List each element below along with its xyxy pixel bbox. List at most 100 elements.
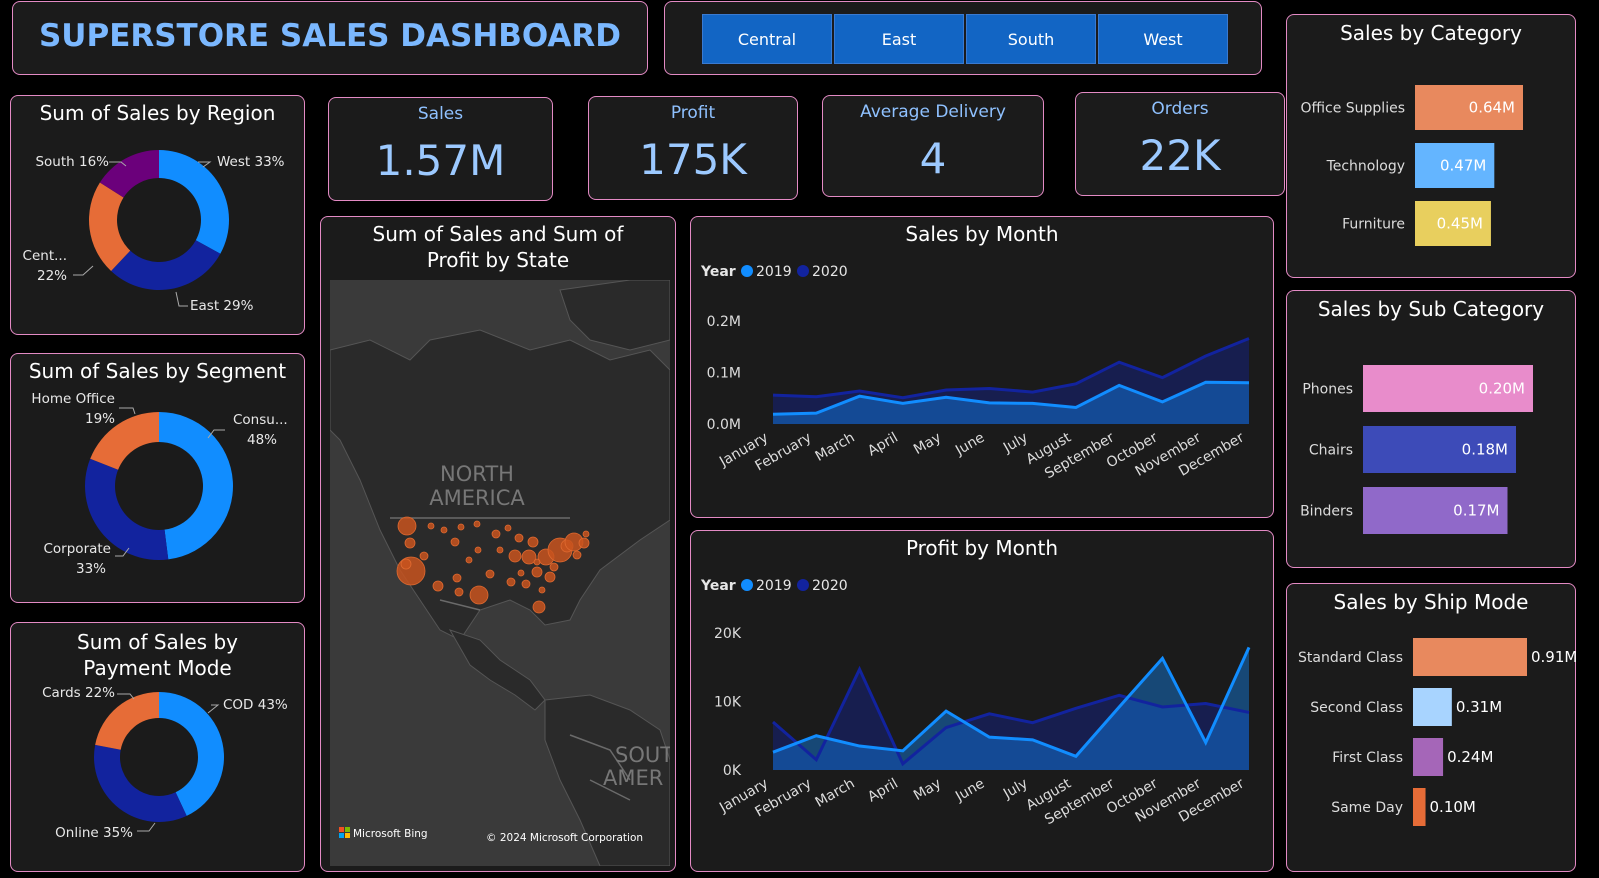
- state-bubble[interactable]: [432, 580, 444, 592]
- kpi-card-profit: Profit 175K: [588, 96, 798, 200]
- state-bubble[interactable]: [473, 520, 481, 528]
- state-bubble[interactable]: [533, 558, 541, 566]
- bar-category-label: Furniture: [1342, 217, 1405, 233]
- kpi-value: 1.57M: [375, 136, 506, 185]
- donut-slice[interactable]: [94, 744, 187, 822]
- bar[interactable]: [1413, 638, 1527, 676]
- state-bubble[interactable]: [531, 566, 543, 578]
- y-tick-label: 0.0M: [707, 417, 741, 433]
- series-line[interactable]: [772, 665, 1250, 767]
- donut-slice[interactable]: [159, 692, 225, 816]
- bar[interactable]: [1413, 738, 1444, 776]
- sales-by-ship-mode-chart[interactable]: Standard Class 0.91M Second Class 0.31M Firs…: [1287, 624, 1577, 869]
- bar[interactable]: [1363, 365, 1533, 412]
- donut-slice[interactable]: [90, 412, 159, 470]
- state-bubble[interactable]: [491, 529, 501, 539]
- profit-by-month-chart[interactable]: Year 2019 20200K10K20KJanuaryFebruaryMarch…: [691, 565, 1275, 869]
- state-bubble[interactable]: [454, 587, 464, 597]
- bar[interactable]: [1413, 688, 1452, 726]
- donut-slice[interactable]: [89, 182, 131, 272]
- state-bubble[interactable]: [582, 530, 590, 538]
- series-line[interactable]: [772, 646, 1251, 759]
- state-bubble[interactable]: [465, 556, 473, 564]
- state-bubble[interactable]: [538, 586, 546, 594]
- series-line[interactable]: [772, 337, 1250, 400]
- x-tick-label: April: [865, 430, 901, 460]
- region-button-central[interactable]: Central: [702, 14, 832, 64]
- donut-slice[interactable]: [111, 240, 221, 290]
- segment-donut-chart[interactable]: Consu... 48% Corporate 33% Home Office 19%: [11, 390, 306, 600]
- chart-title: Sales by Sub Category: [1317, 297, 1545, 321]
- map-label-south: SOUT: [615, 743, 670, 767]
- slice-label: South 16%: [35, 154, 109, 170]
- state-bubble[interactable]: [400, 558, 412, 570]
- state-bubble[interactable]: [404, 537, 416, 549]
- payment-donut-chart[interactable]: COD 43% Online 35% Cards 22%: [11, 677, 306, 873]
- bar[interactable]: [1363, 487, 1508, 534]
- state-bubble[interactable]: [549, 562, 559, 572]
- bar-category-label: Chairs: [1309, 443, 1353, 459]
- bar[interactable]: [1415, 201, 1491, 246]
- state-bubble[interactable]: [514, 533, 524, 543]
- donut-slice[interactable]: [85, 458, 169, 560]
- state-bubble[interactable]: [521, 579, 531, 589]
- state-bubble[interactable]: [452, 573, 462, 583]
- legend-label: 2020: [812, 578, 848, 594]
- legend-marker: [741, 579, 753, 591]
- state-bubble[interactable]: [572, 550, 582, 560]
- state-bubble[interactable]: [450, 537, 460, 547]
- chart-title: Sum of Sales by Payment Mode: [77, 630, 238, 680]
- slice-label: Cards 22%: [42, 685, 115, 701]
- state-bubble[interactable]: [544, 571, 556, 583]
- state-bubble-map[interactable]: NORTH AMERICA SOUT AMER: [330, 280, 670, 866]
- state-bubble[interactable]: [397, 516, 417, 536]
- region-button-south[interactable]: South: [966, 14, 1096, 64]
- state-bubble[interactable]: [532, 600, 546, 614]
- donut-slice[interactable]: [95, 692, 159, 750]
- state-bubble[interactable]: [578, 537, 590, 549]
- state-bubble[interactable]: [474, 546, 482, 554]
- y-tick-label: 0.2M: [707, 314, 741, 330]
- donut-slice[interactable]: [159, 412, 234, 560]
- legend-marker: [797, 265, 809, 277]
- state-bubble[interactable]: [521, 549, 537, 565]
- sales-by-category-chart[interactable]: Office Supplies 0.64M Technology 0.47M Furni…: [1287, 55, 1577, 275]
- state-bubble[interactable]: [508, 549, 522, 563]
- bar[interactable]: [1415, 85, 1523, 130]
- state-bubble[interactable]: [527, 536, 539, 548]
- state-bubble[interactable]: [419, 551, 429, 561]
- bar[interactable]: [1363, 426, 1516, 473]
- kpi-label: Average Delivery: [860, 102, 1006, 122]
- sales-by-month-chart[interactable]: Year 2019 20200.0M0.1M0.2MJanuaryFebruaryM…: [691, 251, 1275, 515]
- bar-category-label: First Class: [1332, 750, 1403, 766]
- donut-slice[interactable]: [99, 150, 159, 198]
- series-area: [773, 647, 1249, 770]
- state-bubble[interactable]: [427, 522, 435, 530]
- x-tick-label: March: [813, 430, 858, 465]
- state-bubble[interactable]: [504, 524, 512, 532]
- bar[interactable]: [1415, 143, 1495, 188]
- series-line[interactable]: [772, 380, 1250, 416]
- donut-slice[interactable]: [159, 150, 229, 254]
- state-bubble[interactable]: [396, 556, 426, 586]
- bar[interactable]: [1413, 788, 1426, 826]
- leader-line: [207, 429, 225, 439]
- state-bubble[interactable]: [506, 577, 516, 587]
- sales-by-sub-category-chart[interactable]: Phones 0.20M Chairs 0.18M Binders 0.17M: [1287, 331, 1577, 561]
- slice-percent: 19%: [85, 411, 115, 427]
- chart-title: Profit by Month: [905, 536, 1059, 560]
- state-bubble[interactable]: [517, 569, 525, 577]
- state-map-panel: Sum of Sales and Sum of Profit by State …: [320, 216, 676, 872]
- bar-value-label: 0.10M: [1430, 798, 1476, 816]
- y-tick-label: 0.1M: [707, 366, 741, 382]
- segment-donut-panel: Sum of Sales by Segment Consu... 48% Corpo…: [10, 353, 305, 603]
- region-button-west[interactable]: West: [1098, 14, 1228, 64]
- region-donut-chart[interactable]: West 33% East 29% Cent... 22% South 16%: [11, 132, 306, 332]
- bar-value-label: 0.17M: [1453, 502, 1499, 520]
- state-bubble[interactable]: [457, 523, 465, 531]
- state-bubble[interactable]: [440, 526, 448, 534]
- state-bubble[interactable]: [485, 569, 495, 579]
- state-bubble[interactable]: [496, 546, 504, 554]
- region-button-east[interactable]: East: [834, 14, 964, 64]
- state-bubble[interactable]: [469, 585, 489, 605]
